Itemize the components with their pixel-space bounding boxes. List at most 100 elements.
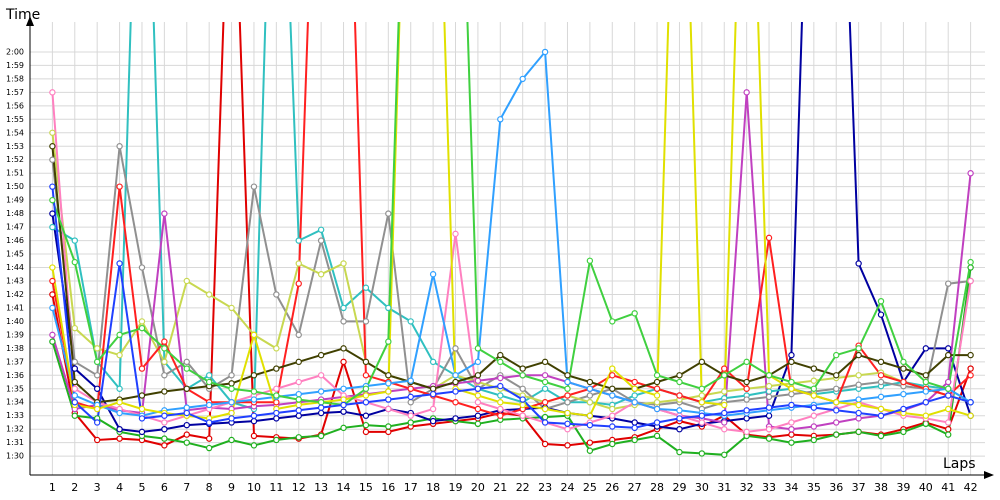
point: [71, 378, 78, 386]
series-line: [51, 92, 972, 433]
point: [49, 331, 56, 339]
point: [721, 401, 728, 409]
x-tick-label: 28: [650, 481, 664, 494]
point: [183, 421, 190, 429]
point: [765, 234, 773, 242]
point: [945, 405, 952, 413]
point: [810, 412, 818, 419]
point: [609, 318, 616, 325]
point: [161, 435, 168, 442]
point: [945, 351, 952, 359]
point: [945, 345, 952, 352]
point: [362, 372, 370, 379]
series-line: [51, 146, 971, 404]
point: [743, 89, 750, 96]
point: [945, 425, 952, 433]
point: [676, 407, 683, 414]
point: [138, 318, 146, 325]
point: [183, 409, 190, 417]
point: [564, 372, 571, 379]
point: [519, 75, 526, 83]
point: [609, 412, 616, 419]
y-tick-label: 1:35: [6, 384, 24, 393]
point: [228, 409, 235, 417]
point: [452, 345, 459, 352]
x-tick-label: 27: [628, 481, 642, 494]
point: [340, 358, 347, 366]
point: [452, 415, 459, 422]
point: [922, 345, 930, 352]
y-tick-label: 1:58: [6, 74, 24, 83]
point: [922, 420, 930, 428]
point: [340, 424, 347, 432]
point: [922, 399, 930, 406]
point: [474, 377, 482, 384]
point: [653, 392, 661, 399]
x-tick-label: 38: [874, 481, 888, 494]
point: [474, 358, 482, 366]
x-tick-label: 5: [138, 481, 145, 494]
point: [49, 210, 56, 217]
y-tick-label: 1:40: [6, 317, 24, 326]
point: [788, 385, 795, 392]
point: [586, 421, 594, 429]
point: [900, 405, 907, 413]
point: [519, 365, 526, 372]
x-tick-label: 19: [449, 481, 463, 494]
point: [250, 183, 258, 190]
point: [71, 392, 78, 399]
point: [407, 385, 414, 392]
x-tick-label: 34: [784, 481, 798, 494]
point: [877, 372, 885, 379]
point: [922, 412, 930, 419]
point: [810, 436, 818, 444]
point: [340, 385, 347, 392]
y-tick-label: 1:30: [6, 452, 24, 461]
x-tick-label: 11: [269, 481, 283, 494]
point: [71, 365, 78, 372]
point: [407, 399, 414, 406]
point: [765, 388, 773, 395]
y-tick-label: 1:50: [6, 182, 24, 191]
y-tick-label: 1:39: [6, 330, 24, 339]
point: [273, 436, 280, 444]
point: [429, 385, 437, 392]
point: [385, 396, 392, 403]
point: [49, 223, 56, 231]
y-tick-label: 1:46: [6, 236, 24, 245]
point: [71, 237, 78, 244]
point: [497, 374, 504, 382]
point: [788, 425, 795, 433]
point: [855, 260, 862, 267]
point: [161, 425, 168, 433]
point: [161, 345, 168, 352]
point: [765, 425, 773, 433]
point: [877, 297, 885, 305]
point: [967, 170, 974, 177]
point: [116, 143, 123, 150]
point: [833, 399, 840, 406]
point: [138, 392, 146, 399]
point: [788, 351, 795, 359]
point: [474, 385, 482, 392]
point: [228, 372, 235, 379]
point: [362, 399, 370, 406]
point: [609, 385, 616, 392]
point: [855, 372, 862, 379]
point: [586, 378, 594, 386]
point: [474, 392, 482, 399]
y-tick-label: 1:54: [6, 128, 24, 137]
point: [877, 432, 885, 440]
point: [385, 405, 392, 413]
x-tick-label: 31: [717, 481, 731, 494]
point: [474, 372, 482, 379]
point: [564, 385, 571, 392]
point: [340, 408, 347, 415]
point: [407, 419, 414, 426]
point: [855, 428, 862, 436]
y-tick-label: 1:43: [6, 276, 24, 285]
point: [788, 431, 795, 438]
point: [609, 365, 616, 372]
point: [967, 399, 974, 406]
point: [183, 404, 190, 411]
